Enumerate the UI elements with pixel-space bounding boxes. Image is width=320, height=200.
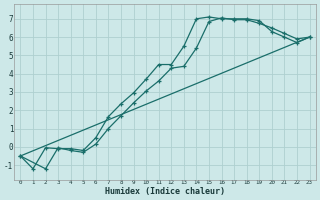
X-axis label: Humidex (Indice chaleur): Humidex (Indice chaleur) bbox=[105, 187, 225, 196]
